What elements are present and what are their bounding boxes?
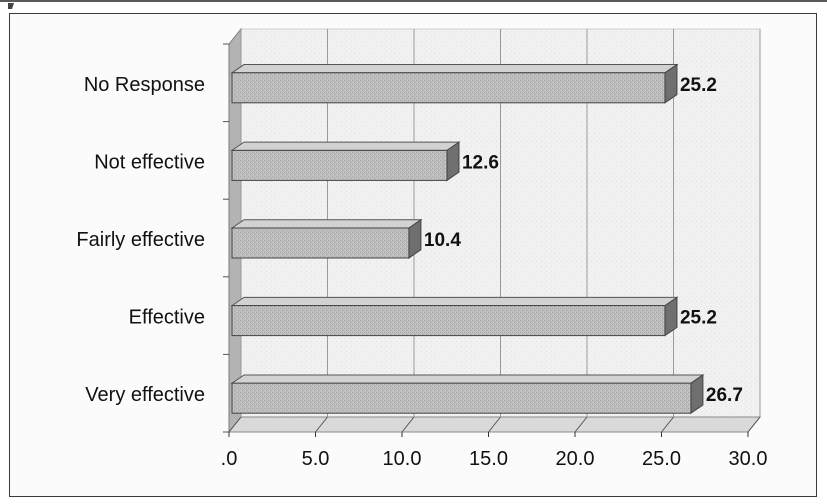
bar-top-face xyxy=(230,296,679,307)
bar-top-face xyxy=(230,141,461,151)
bar-not-effective xyxy=(230,141,461,182)
x-tick-label: .0 xyxy=(221,448,238,470)
data-label: 26.7 xyxy=(706,385,743,406)
category-label: Fairly effective xyxy=(76,229,205,251)
bar-front-face xyxy=(231,149,448,181)
floor-tick xyxy=(747,416,761,433)
bar-front-face xyxy=(231,72,666,104)
floor-tick xyxy=(574,416,588,433)
category-label: Effective xyxy=(129,307,205,329)
x-tick-label: 5.0 xyxy=(302,448,330,470)
floor-tick xyxy=(401,416,415,433)
bar-no-response xyxy=(230,63,679,104)
data-label: 12.6 xyxy=(462,152,499,173)
category-label: Not effective xyxy=(94,151,205,173)
bar-top-face xyxy=(230,64,679,74)
bar-front-face xyxy=(231,227,410,259)
floor-tick xyxy=(488,416,501,433)
x-tick-label: 10.0 xyxy=(383,448,422,470)
data-label: 10.4 xyxy=(424,230,461,251)
category-label: Very effective xyxy=(85,384,205,406)
bar-top-face xyxy=(230,374,705,384)
bar-very-effective xyxy=(230,373,705,415)
bar-top-face xyxy=(230,219,423,229)
bar-front-face xyxy=(231,382,692,414)
floor-tick xyxy=(228,416,242,433)
bar-chart: .0 5.0 10.0 15.0 20.0 25.0 30.0 25.2 No Respons… xyxy=(76,27,768,470)
bar-fairly-effective xyxy=(230,218,423,259)
data-label: 25.2 xyxy=(680,308,717,329)
data-label: 25.2 xyxy=(680,75,717,96)
category-label: No Response xyxy=(84,74,205,96)
floor-tick xyxy=(661,416,674,433)
x-tick-label: 30.0 xyxy=(729,448,768,470)
bar-effective xyxy=(230,296,679,337)
chart-frame: .0 5.0 10.0 15.0 20.0 25.0 30.0 25.2 No Respons… xyxy=(9,13,817,497)
floor-tick xyxy=(315,416,328,433)
x-tick-label: 20.0 xyxy=(556,448,595,470)
bar-front-face xyxy=(231,305,666,337)
scan-header-fragment xyxy=(0,0,827,9)
x-tick-label: 25.0 xyxy=(642,448,681,470)
x-tick-label: 15.0 xyxy=(469,448,508,470)
